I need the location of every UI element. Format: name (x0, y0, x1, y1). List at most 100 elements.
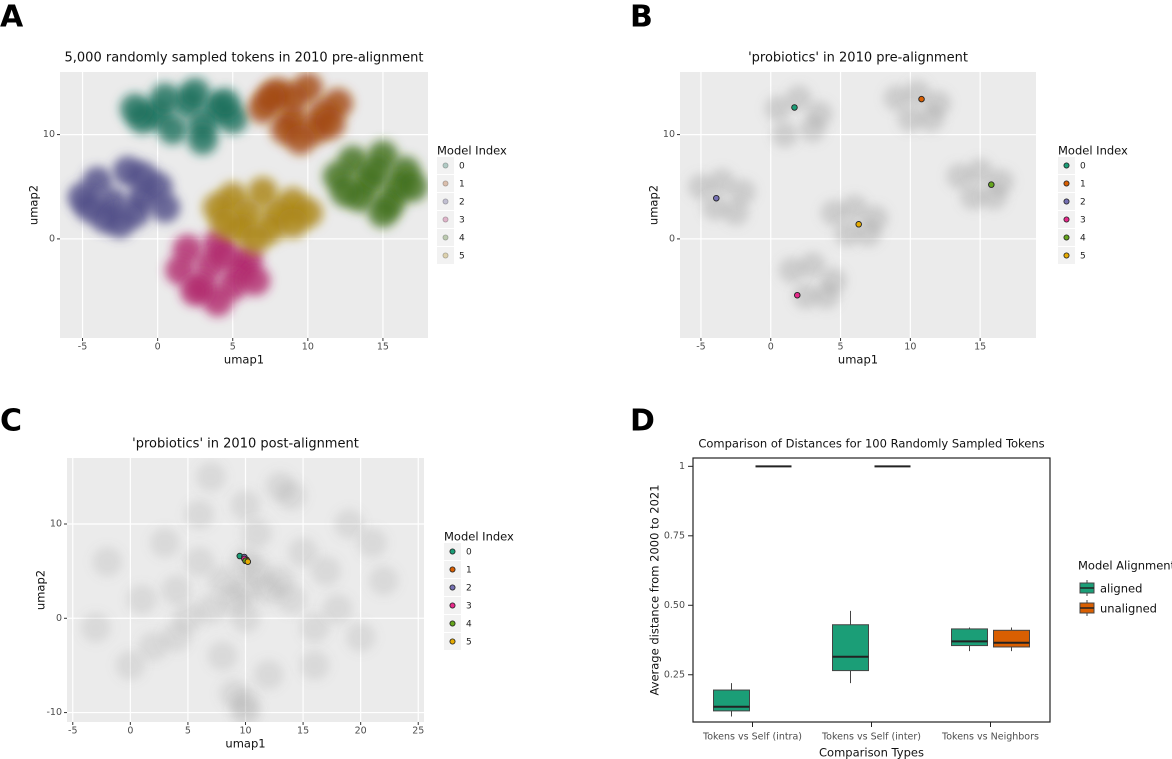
x-tick-label: -5 (68, 726, 77, 737)
x-tick-label: -5 (78, 342, 87, 353)
legend-key (437, 175, 454, 192)
point-cloud (834, 220, 861, 247)
point-cloud (334, 509, 365, 539)
x-tick-label: 20 (355, 726, 367, 737)
plot-background (692, 457, 1051, 723)
point-cloud (80, 612, 111, 643)
legend-marker (449, 602, 456, 609)
legend-marker (449, 566, 456, 573)
legend-label: 0 (1080, 162, 1086, 172)
legend-marker (1063, 216, 1070, 223)
point-cloud (230, 490, 261, 521)
point-cloud (701, 194, 728, 221)
plot-area (80, 461, 399, 722)
x-tick-label: 15 (297, 726, 309, 737)
x-tick-label: 15 (974, 342, 986, 353)
legend-label: 3 (459, 216, 465, 226)
point-cloud (105, 208, 136, 239)
point-cloud (126, 584, 157, 615)
point (791, 104, 798, 111)
point-cloud (368, 565, 399, 596)
legend-label: 2 (1080, 198, 1086, 208)
legend-label: 1 (459, 180, 465, 190)
point-cloud (708, 168, 735, 195)
legend-marker (442, 252, 449, 259)
point-cloud (195, 461, 226, 492)
legend-label: aligned (1100, 582, 1142, 596)
y-tick-label: 0.75 (664, 530, 685, 541)
legend-label: 0 (459, 162, 465, 172)
y-tick-label: 0 (56, 613, 62, 624)
point-cloud (161, 622, 192, 653)
x-tick-label: Tokens vs Self (intra) (702, 732, 802, 743)
point-cloud (960, 184, 987, 211)
chart-title: 5,000 randomly sampled tokens in 2010 pr… (65, 51, 424, 66)
point-cloud (360, 156, 391, 187)
panel-label: A (0, 0, 24, 35)
point-cloud (195, 593, 226, 624)
point (794, 291, 801, 299)
point-cloud (785, 85, 812, 112)
point-cloud (242, 518, 273, 549)
y-axis-label: umap2 (27, 185, 41, 225)
point-cloud (92, 546, 123, 577)
point-cloud (345, 622, 376, 653)
point-cloud (367, 197, 398, 228)
legend-label: 4 (466, 620, 472, 630)
x-tick-label: 10 (302, 342, 314, 353)
point-cloud (115, 650, 146, 681)
legend-marker (442, 180, 449, 187)
legend-marker (1063, 162, 1070, 169)
x-tick-label: Tokens vs Neighbors (941, 732, 1039, 743)
x-tick-label: 5 (185, 726, 191, 737)
point-cloud (75, 192, 106, 223)
point-cloud (764, 95, 791, 122)
point-cloud (255, 83, 286, 114)
point-cloud (150, 83, 181, 114)
legend-marker (449, 620, 456, 627)
legend-label: 1 (466, 566, 472, 576)
point-cloud (687, 173, 714, 200)
point-cloud (230, 697, 261, 722)
x-axis-label: umap1 (224, 353, 264, 367)
y-tick-label: 0.25 (664, 669, 685, 680)
point-cloud (150, 192, 181, 223)
point-cloud (299, 612, 330, 643)
legend-title: Model Index (437, 144, 507, 158)
point-cloud (240, 223, 271, 254)
point-cloud (210, 239, 241, 270)
legend-label: 4 (1080, 234, 1086, 244)
y-tick-label: -10 (46, 707, 62, 718)
point-cloud (277, 83, 308, 114)
x-tick-label: -5 (696, 342, 705, 353)
point-cloud (813, 283, 840, 310)
legend-key (437, 193, 454, 210)
legend-marker (449, 638, 456, 645)
point-cloud (202, 286, 233, 317)
legend-label: 5 (466, 638, 472, 648)
point-cloud (729, 178, 756, 205)
y-axis-label: umap2 (34, 570, 48, 610)
point-cloud (184, 546, 215, 577)
point-cloud (820, 199, 847, 226)
legend-label: 5 (1080, 252, 1086, 262)
legend-label: 3 (466, 602, 472, 612)
x-tick-label: 15 (377, 342, 389, 353)
legend-marker (442, 162, 449, 169)
point-cloud (883, 85, 910, 112)
point-cloud (897, 105, 924, 132)
point-cloud (799, 251, 826, 278)
point-cloud (277, 208, 308, 239)
point-cloud (918, 105, 945, 132)
x-tick-label: 5 (230, 342, 236, 353)
legend-title: Model Index (444, 530, 514, 544)
point-cloud (792, 283, 819, 310)
legend-key (437, 247, 454, 264)
box (713, 689, 750, 712)
point-cloud (771, 121, 798, 148)
legend-key (437, 229, 454, 246)
point (855, 221, 862, 228)
x-axis-label: umap1 (225, 737, 265, 751)
point-cloud (265, 471, 296, 502)
